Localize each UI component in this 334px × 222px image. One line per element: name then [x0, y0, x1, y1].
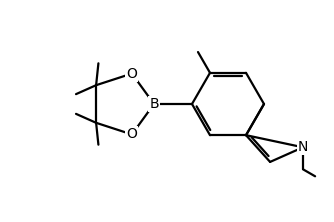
Text: N: N	[298, 140, 308, 154]
Text: O: O	[127, 67, 137, 81]
Text: O: O	[127, 127, 137, 141]
Text: B: B	[149, 97, 159, 111]
